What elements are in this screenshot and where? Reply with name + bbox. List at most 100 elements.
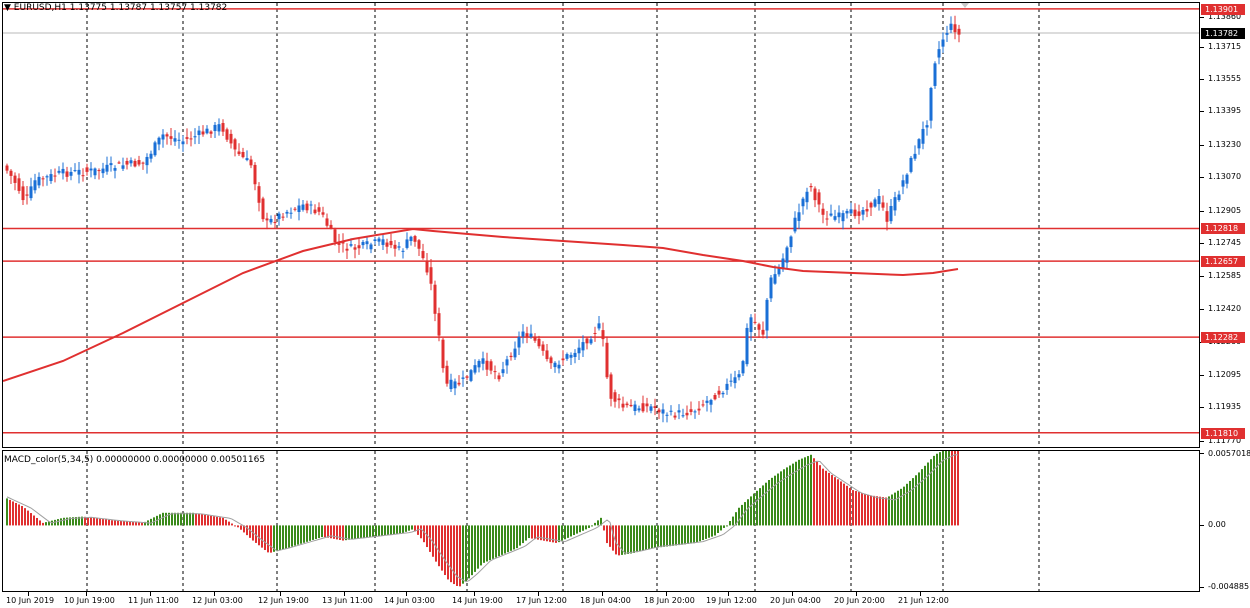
macd-bar-up — [360, 525, 362, 539]
macd-bar-down — [882, 497, 884, 526]
macd-canvas[interactable] — [3, 451, 1199, 591]
macd-bar-down — [225, 519, 227, 526]
macd-bar-up — [684, 525, 686, 545]
bullish-candle — [77, 169, 81, 175]
price-tick-label: 1.12905 — [1208, 205, 1242, 215]
macd-axis[interactable]: 0.0057018 0.00 -0.004885 — [1200, 449, 1250, 592]
macd-signal-line — [6, 454, 959, 583]
bearish-candle — [609, 374, 613, 399]
macd-indicator-pane[interactable] — [2, 450, 1200, 592]
bullish-candle — [589, 339, 593, 344]
macd-bar-up — [183, 512, 185, 526]
macd-bar-down — [342, 525, 344, 541]
macd-bar-up — [735, 512, 737, 526]
macd-bar-up — [639, 525, 641, 552]
price-chart-canvas[interactable] — [3, 3, 1199, 447]
bullish-candle — [933, 63, 937, 86]
bullish-candle — [849, 209, 853, 214]
bullish-candle — [789, 236, 793, 248]
macd-bar-down — [240, 525, 242, 530]
macd-bar-up — [375, 525, 377, 537]
bullish-candle — [745, 327, 749, 365]
macd-bar-down — [231, 523, 233, 526]
macd-bar-down — [831, 475, 833, 526]
macd-bar-down — [534, 525, 536, 540]
macd-bar-up — [588, 525, 590, 528]
macd-bar-up — [483, 525, 485, 563]
bullish-candle — [777, 267, 781, 275]
macd-bar-up — [477, 525, 479, 569]
bearish-candle — [417, 240, 421, 249]
bullish-candle — [153, 142, 157, 156]
bullish-candle — [845, 210, 849, 214]
bullish-candle — [129, 160, 133, 164]
bullish-candle — [577, 347, 581, 354]
macd-bar-up — [504, 525, 506, 554]
bullish-candle — [33, 180, 37, 191]
time-tick-mark — [920, 592, 921, 596]
macd-bar-up — [600, 517, 602, 526]
macd-bar-up — [387, 525, 389, 535]
bearish-candle — [233, 139, 237, 150]
bullish-candle — [733, 377, 737, 384]
bullish-candle — [725, 383, 729, 390]
time-tick-mark — [28, 592, 29, 596]
macd-bar-up — [480, 525, 482, 566]
bullish-candle — [505, 359, 509, 366]
bullish-candle — [477, 360, 481, 368]
bullish-candle — [829, 213, 833, 216]
macd-bar-up — [699, 525, 701, 542]
time-tick-mark — [792, 592, 793, 596]
bearish-candle — [385, 242, 389, 247]
macd-bar-up — [159, 514, 161, 526]
bearish-candle — [389, 240, 393, 246]
macd-bar-up — [909, 480, 911, 526]
price-tick-label: 1.13230 — [1208, 139, 1242, 149]
macd-bar-up — [81, 516, 83, 526]
bullish-candle — [61, 168, 65, 174]
bearish-candle — [629, 404, 633, 407]
bearish-candle — [345, 248, 349, 251]
macd-bar-down — [540, 525, 542, 541]
macd-bar-up — [648, 525, 650, 550]
triangle-down-icon[interactable]: ▼ — [4, 3, 11, 13]
macd-bar-down — [90, 517, 92, 526]
macd-bar-up — [510, 525, 512, 551]
bearish-candle — [5, 165, 9, 171]
macd-bar-up — [654, 525, 656, 548]
macd-bar-down — [12, 501, 14, 526]
bullish-candle — [405, 239, 409, 248]
macd-bar-up — [663, 525, 665, 547]
macd-bar-up — [6, 498, 8, 526]
time-axis[interactable]: 10 Jun 2019 10 Jun 19:00 11 Jun 11:00 12 Ju… — [2, 592, 1200, 608]
bearish-candle — [445, 365, 449, 384]
time-tick-label: 10 Jun 2019 — [6, 596, 55, 605]
price-chart-pane[interactable] — [2, 2, 1200, 448]
macd-bar-up — [795, 461, 797, 526]
bullish-candle — [473, 365, 477, 373]
macd-bar-down — [615, 525, 617, 555]
bullish-candle — [889, 205, 893, 222]
bullish-candle — [681, 415, 685, 417]
price-tick-mark — [1200, 79, 1204, 81]
macd-bar-up — [345, 525, 347, 541]
bullish-candle — [709, 400, 713, 405]
macd-bar-up — [582, 525, 584, 531]
macd-bar-down — [96, 518, 98, 526]
macd-bar-up — [651, 525, 653, 549]
bearish-candle — [549, 357, 553, 364]
bearish-candle — [169, 136, 173, 139]
price-axis[interactable]: 1.13860 1.13715 1.13555 1.13395 1.13230 1.130… — [1200, 2, 1250, 448]
macd-bar-up — [720, 525, 722, 531]
bullish-candle — [213, 124, 217, 132]
bullish-candle — [269, 218, 273, 223]
macd-bar-down — [39, 520, 41, 526]
time-tick-mark — [666, 592, 667, 596]
macd-bar-down — [141, 522, 143, 526]
macd-bar-up — [591, 525, 593, 527]
macd-bar-up — [489, 525, 491, 561]
time-tick-label: 19 Jun 12:00 — [706, 596, 757, 605]
macd-bar-up — [759, 488, 761, 526]
bearish-candle — [21, 186, 25, 201]
